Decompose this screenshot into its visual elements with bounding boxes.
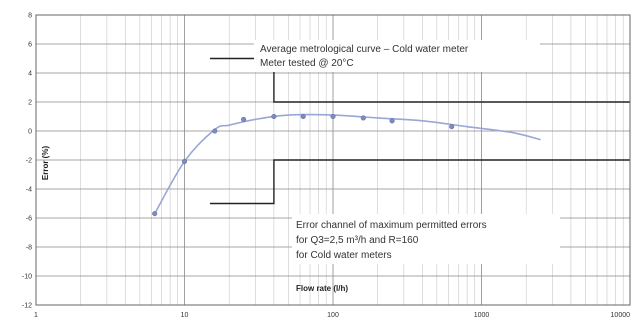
- markers-layer: [152, 113, 455, 217]
- data-point: [389, 118, 395, 124]
- annotation-line: for Cold water meters: [296, 250, 392, 261]
- data-point: [212, 128, 218, 134]
- y-tick-labels: 8 6 4 2 0 -2 -4 -6 -8 -10 -12: [22, 13, 32, 310]
- y-tick-label: 8: [28, 13, 32, 20]
- x-tick-label: 100: [327, 312, 339, 319]
- error-channel-lower: [210, 159, 630, 205]
- plot-frame: [35, 14, 631, 306]
- data-point: [360, 115, 366, 121]
- annotation-channel-note-bg: [292, 214, 560, 264]
- y-tick-label: -4: [26, 187, 32, 194]
- data-point: [152, 211, 158, 217]
- annotation-line: Average metrological curve – Cold water …: [260, 44, 469, 55]
- x-tick-label: 10000: [611, 312, 631, 319]
- x-tick-label: 10: [181, 312, 189, 319]
- y-axis-label: Error (%): [41, 146, 50, 181]
- x-tick-label: 1: [34, 312, 38, 319]
- data-point: [181, 158, 188, 164]
- y-tick-label: -10: [22, 274, 32, 281]
- y-tick-label: -12: [22, 303, 32, 310]
- y-tick-label: -2: [26, 158, 32, 165]
- y-tick-label: 4: [28, 71, 32, 78]
- y-tick-label: -8: [26, 245, 32, 252]
- x-tick-labels: 1 10 100 1000 10000: [34, 312, 630, 319]
- error-channel-upper: [210, 57, 630, 103]
- data-point: [271, 113, 277, 120]
- data-point: [330, 113, 336, 120]
- annotation-line: Meter tested @ 20°C: [260, 58, 354, 69]
- data-point: [241, 116, 247, 122]
- data-point: [300, 113, 306, 120]
- x-axis-label: Flow rate (l/h): [296, 284, 348, 293]
- annotation-curve-title: Average metrological curve – Cold water …: [254, 40, 540, 72]
- y-tick-label: 6: [28, 42, 32, 49]
- annotation-curve-title-bg: [254, 40, 540, 72]
- x-tick-label: 1000: [474, 312, 490, 319]
- y-tick-label: 2: [28, 100, 32, 107]
- y-tick-label: -6: [26, 216, 32, 223]
- error-channel: [210, 57, 630, 205]
- annotation-channel-note: Error channel of maximum permitted error…: [292, 214, 560, 264]
- annotation-line: Error channel of maximum permitted error…: [296, 220, 487, 231]
- annotation-line: for Q3=2,5 m³/h and R=160: [296, 235, 419, 246]
- y-tick-label: 0: [28, 129, 32, 136]
- data-point: [449, 124, 455, 130]
